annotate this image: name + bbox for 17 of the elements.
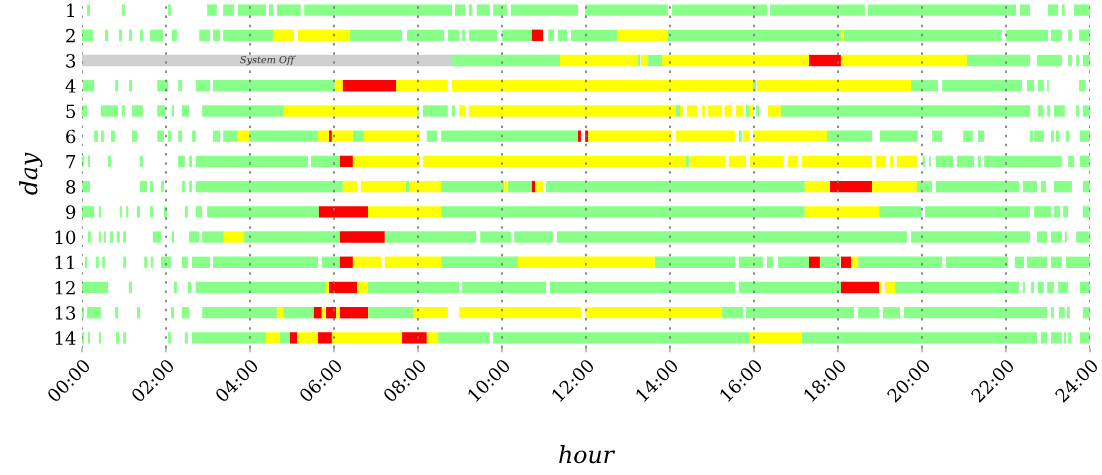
- y-tick-label: 5: [66, 104, 76, 119]
- y-tick-label: 6: [66, 129, 76, 144]
- y-tick-label: 9: [66, 205, 76, 219]
- y-tick-label: 10: [55, 230, 76, 245]
- x-axis-title: hour: [559, 445, 616, 464]
- y-tick-label: 14: [55, 331, 76, 345]
- y-tick-label: 13: [55, 306, 76, 320]
- y-tick-label: 1: [67, 3, 74, 17]
- y-tick-label: 2: [66, 28, 75, 43]
- y-tick-label: 4: [65, 79, 76, 93]
- y-tick-label: 12: [55, 280, 75, 295]
- y-axis-title: day: [19, 152, 43, 195]
- data-label: System Off: [240, 55, 296, 66]
- y-tick-label: 11: [55, 255, 74, 270]
- y-tick-label: 3: [66, 53, 76, 68]
- y-tick-label: 7: [66, 155, 76, 169]
- y-tick-label: 8: [66, 180, 76, 194]
